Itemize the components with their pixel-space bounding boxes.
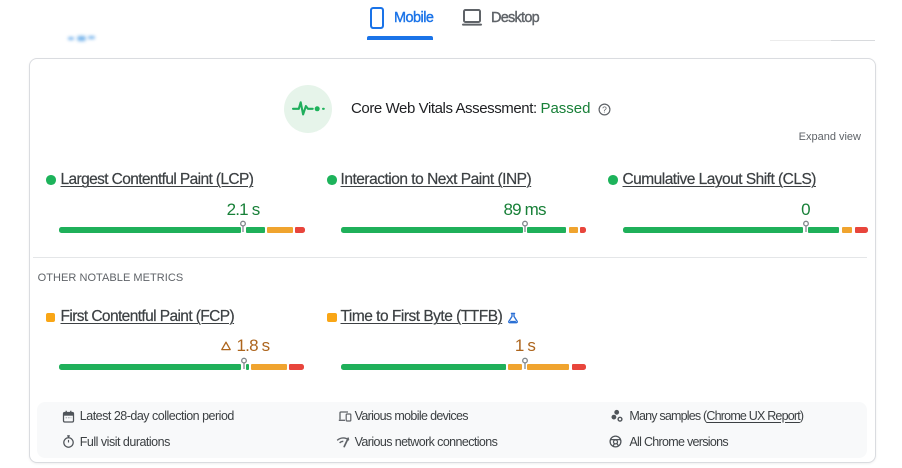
svg-text:?: ? (602, 104, 607, 114)
